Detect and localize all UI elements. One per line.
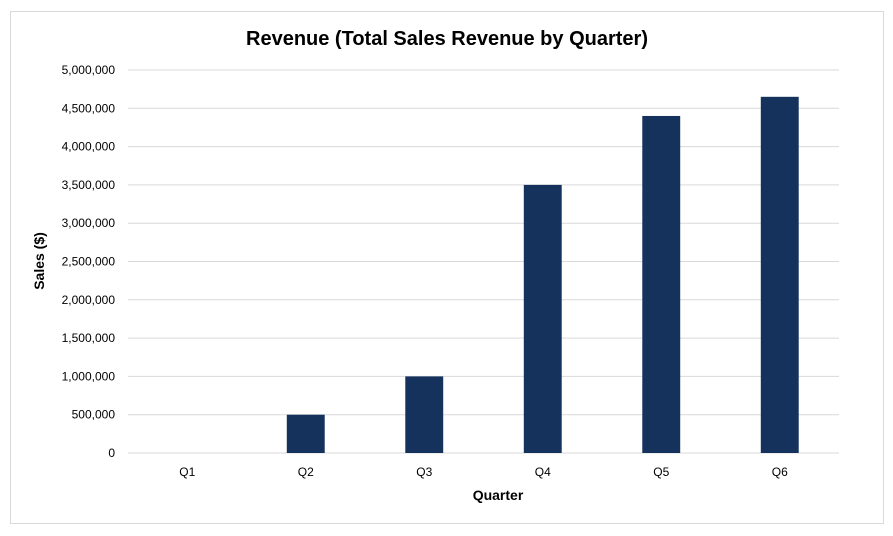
- x-tick-label: Q2: [298, 465, 314, 479]
- y-tick-label: 4,000,000: [62, 140, 116, 154]
- chart-frame: [10, 11, 884, 524]
- x-tick-label: Q4: [535, 465, 551, 479]
- chart-title: Revenue (Total Sales Revenue by Quarter): [246, 28, 648, 50]
- x-axis-ticks: Q1 Q2 Q3 Q4 Q5 Q6: [179, 465, 788, 479]
- y-tick-label: 3,000,000: [62, 216, 116, 230]
- x-tick-label: Q1: [179, 465, 195, 479]
- y-tick-label: 3,500,000: [62, 178, 116, 192]
- y-tick-label: 4,500,000: [62, 101, 116, 115]
- y-axis-ticks: 0 500,000 1,000,000 1,500,000 2,000,000 2,500…: [62, 63, 116, 460]
- bar-q2: [286, 414, 325, 453]
- x-tick-label: Q5: [653, 465, 669, 479]
- y-tick-label: 1,000,000: [62, 369, 116, 383]
- y-tick-label: 1,500,000: [62, 331, 116, 345]
- x-tick-label: Q3: [416, 465, 432, 479]
- bar-q4: [523, 184, 562, 453]
- y-tick-label: 0: [108, 446, 115, 460]
- x-tick-label: Q6: [772, 465, 788, 479]
- y-tick-label: 5,000,000: [62, 63, 116, 77]
- y-tick-label: 2,000,000: [62, 293, 116, 307]
- grid-lines: [128, 69, 839, 454]
- bar-q5: [642, 115, 681, 454]
- bar-q3: [405, 376, 444, 453]
- y-tick-label: 2,500,000: [62, 255, 116, 269]
- y-axis-title: Sales ($): [31, 232, 47, 290]
- bars: [286, 96, 799, 454]
- x-axis-title: Quarter: [473, 487, 524, 503]
- bar-q6: [760, 96, 799, 453]
- y-tick-label: 500,000: [72, 408, 116, 422]
